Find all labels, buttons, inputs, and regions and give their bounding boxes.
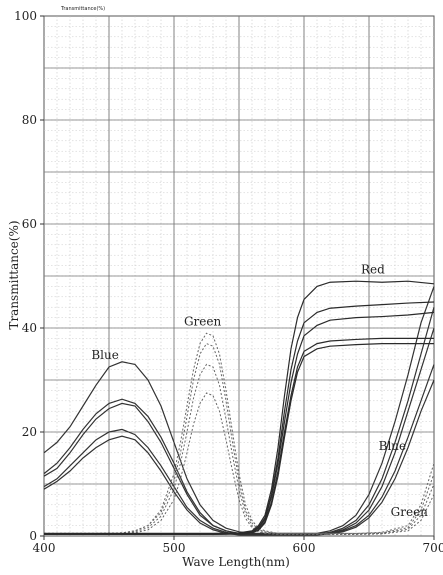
y-tick-label-100: 100: [14, 9, 37, 23]
y-tick-label-0: 0: [29, 529, 37, 543]
label-layer: Blue Green Red Blue Green: [91, 262, 428, 519]
y-tick-label-20: 20: [22, 425, 37, 439]
chart-top-title: Transmittance(%): [60, 6, 105, 12]
x-axis-label: Wave Length(nm): [182, 555, 290, 569]
y-tick-label-40: 40: [22, 321, 37, 335]
blue-curve-1: [43, 286, 435, 535]
x-tick-label-700: 700: [423, 541, 443, 555]
series-label-blue-1: Blue: [91, 348, 119, 362]
y-axis-label: Transmittance(%): [7, 220, 21, 329]
y-tick-label-60: 60: [22, 217, 37, 231]
green-curve-6: [44, 332, 435, 534]
series-label-green-2: Green: [184, 314, 222, 328]
series-label-blue-4: Blue: [379, 439, 407, 453]
series-layer: [43, 280, 435, 536]
grid-layer: [43, 15, 435, 537]
y-tick-label-80: 80: [22, 113, 37, 127]
red-curve-14: [44, 343, 434, 536]
series-label-red-3: Red: [361, 262, 385, 276]
x-tick-label-400: 400: [33, 541, 56, 555]
x-tick-label-500: 500: [163, 541, 186, 555]
green-curve-8: [44, 363, 435, 535]
blue-curve-5: [43, 379, 435, 536]
series-label-green-5: Green: [391, 505, 429, 519]
axis-layer: 400 500 600 700 0 20 40 60 80 100: [14, 9, 443, 555]
green-curve-7: [44, 342, 435, 534]
x-tick-label-600: 600: [293, 541, 316, 555]
